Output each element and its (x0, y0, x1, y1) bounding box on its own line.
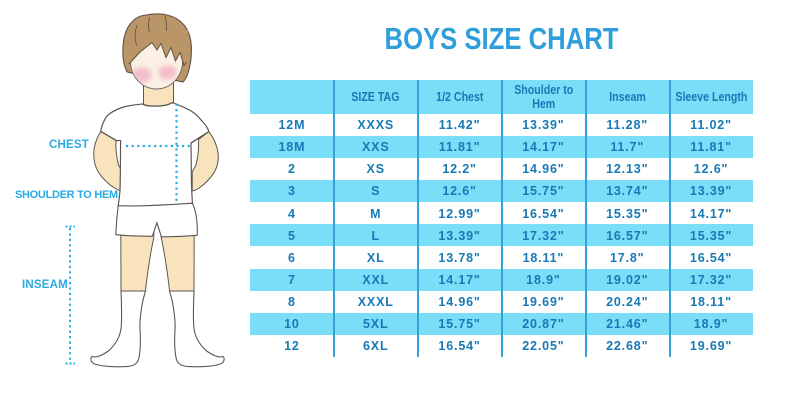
svg-text:CHEST: CHEST (49, 139, 89, 151)
svg-text:SHOULDER TO HEM: SHOULDER TO HEM (15, 189, 118, 201)
svg-text:INSEAM: INSEAM (22, 279, 68, 291)
